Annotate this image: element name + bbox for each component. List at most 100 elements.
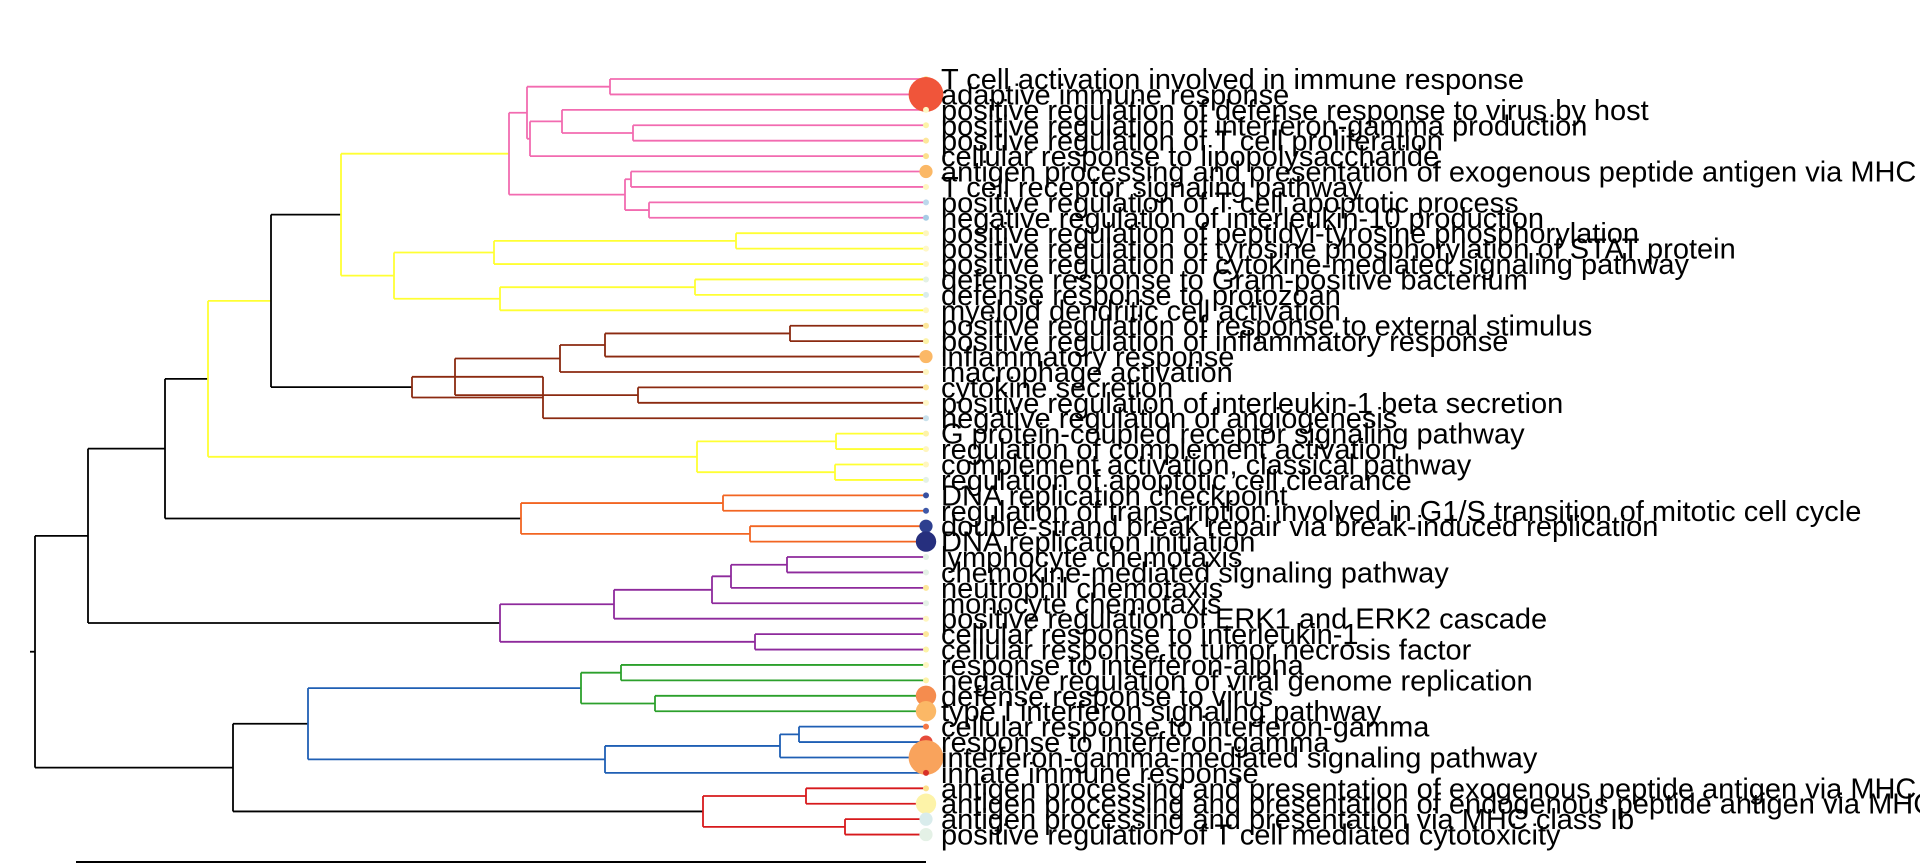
term-label: type I interferon signaling pathway bbox=[941, 696, 1382, 728]
dendrogram-branches bbox=[30, 78, 926, 836]
enrichment-dot bbox=[923, 322, 929, 329]
term-label: chemokine-mediated signaling pathway bbox=[941, 557, 1449, 589]
term-label: antigen processing and presentation of e… bbox=[941, 157, 1920, 189]
enrichment-dot bbox=[923, 476, 929, 483]
enrichment-dot bbox=[923, 106, 929, 113]
term-label: neutrophil chemotaxis bbox=[941, 573, 1223, 605]
enrichment-dots bbox=[908, 76, 944, 842]
term-label: double-strand break repair via break-ind… bbox=[941, 511, 1658, 543]
enrichment-dot bbox=[923, 214, 929, 221]
term-label: cellular response to lipopolysaccharide bbox=[941, 141, 1439, 173]
enrichment-dot bbox=[923, 677, 929, 684]
enrichment-dot bbox=[919, 812, 933, 826]
term-label: DNA replication initiation bbox=[941, 527, 1255, 559]
enrichment-dot bbox=[923, 230, 929, 237]
term-label: T cell receptor signaling pathway bbox=[941, 172, 1363, 204]
enrichment-dot bbox=[923, 307, 929, 314]
term-label: DNA replication checkpoint bbox=[941, 480, 1288, 512]
enrichment-dot bbox=[915, 701, 937, 722]
enrichment-dot bbox=[923, 199, 929, 206]
term-label: response to interferon-alpha bbox=[941, 650, 1305, 682]
term-label: cellular response to tumor necrosis fact… bbox=[941, 635, 1472, 667]
term-label: positive regulation of peptidyl-tyrosine… bbox=[941, 218, 1639, 250]
enrichment-dot bbox=[919, 827, 933, 842]
enrichment-dot bbox=[908, 77, 944, 112]
enrichment-dot bbox=[923, 368, 929, 375]
enrichment-dot bbox=[923, 276, 929, 283]
term-label: defense response to protozoan bbox=[941, 280, 1341, 312]
enrichment-dot bbox=[923, 122, 929, 129]
term-label: monocyte chemotaxis bbox=[941, 588, 1221, 620]
term-label: T cell activation involved in immune res… bbox=[941, 64, 1524, 96]
enrichment-dot bbox=[923, 769, 929, 776]
term-label: cytokine secretion bbox=[941, 372, 1173, 404]
term-label: adaptive immune response bbox=[941, 79, 1289, 111]
term-label: regulation of apoptotic cell clearance bbox=[941, 465, 1412, 497]
enrichment-dot bbox=[923, 245, 929, 252]
term-label: antigen processing and presentation of e… bbox=[941, 789, 1920, 821]
enrichment-dot bbox=[915, 685, 937, 706]
term-label: negative regulation of interleukin-10 pr… bbox=[941, 203, 1544, 235]
term-label: antigen processing and presentation of e… bbox=[941, 773, 1920, 805]
enrichment-dot bbox=[923, 646, 929, 653]
enrichment-dot bbox=[923, 507, 929, 514]
enrichment-dot bbox=[923, 584, 929, 591]
term-label: negative regulation of viral genome repl… bbox=[941, 665, 1533, 697]
term-label: macrophage activation bbox=[941, 357, 1233, 389]
enrichment-dot bbox=[919, 519, 933, 533]
enrichment-dot bbox=[923, 399, 929, 406]
enrichment-dot bbox=[908, 740, 944, 775]
enrichment-dot bbox=[923, 615, 929, 622]
term-label: positive regulation of defense response … bbox=[941, 95, 1649, 127]
term-label: positive regulation of interleukin-1 bet… bbox=[941, 388, 1563, 420]
enrichment-dot bbox=[919, 349, 933, 364]
enrichment-dot bbox=[923, 661, 929, 668]
enrichment-dot bbox=[923, 415, 929, 422]
enrichment-dot bbox=[923, 600, 929, 607]
enrichment-dot bbox=[923, 554, 929, 561]
term-label: positive regulation of T cell apoptotic … bbox=[941, 187, 1519, 219]
term-label: G protein-coupled receptor signaling pat… bbox=[941, 419, 1525, 451]
term-label: positive regulation of cytokine-mediated… bbox=[941, 249, 1689, 281]
term-label: regulation of complement activation bbox=[941, 434, 1397, 466]
term-label: defense response to Gram-positive bacter… bbox=[941, 264, 1528, 296]
term-label: inflammatory response bbox=[941, 342, 1234, 374]
term-label: negative regulation of angiogenesis bbox=[941, 403, 1397, 435]
enrichment-dot bbox=[923, 384, 929, 391]
term-label: defense response to virus bbox=[941, 681, 1273, 713]
term-label: interferon-gamma-mediated signaling path… bbox=[941, 742, 1538, 774]
term-label: cellular response to interferon-gamma bbox=[941, 712, 1430, 744]
enrichment-dot bbox=[923, 785, 929, 792]
term-label: positive regulation of T cell proliferat… bbox=[941, 126, 1443, 158]
enrichment-dot bbox=[923, 338, 929, 345]
enrichment-dot bbox=[915, 531, 937, 552]
enrichment-dot bbox=[923, 492, 929, 499]
term-label: cellular response to interleukin-1 bbox=[941, 619, 1359, 651]
enrichment-dot bbox=[923, 153, 929, 160]
term-label: antigen processing and presentation via … bbox=[941, 804, 1634, 836]
term-label: response to interferon-gamma bbox=[941, 727, 1330, 759]
term-label: positive regulation of T cell mediated c… bbox=[941, 820, 1561, 852]
enrichment-dot bbox=[923, 183, 929, 190]
term-label: lymphocyte chemotaxis bbox=[941, 542, 1242, 574]
term-label: positive regulation of tyrosine phosphor… bbox=[941, 234, 1736, 266]
enrichment-dot bbox=[923, 291, 929, 298]
term-label: positive regulation of ERK1 and ERK2 cas… bbox=[941, 604, 1547, 636]
term-label: positive regulation of inflammatory resp… bbox=[941, 326, 1508, 358]
term-label: positive regulation of response to exter… bbox=[941, 311, 1592, 343]
enrichment-dot bbox=[919, 164, 933, 179]
enrichment-dot bbox=[923, 461, 929, 468]
enrichment-dot bbox=[923, 446, 929, 453]
enrichment-dot bbox=[915, 793, 937, 814]
enrichment-dot bbox=[923, 569, 929, 576]
term-label: myeloid dendritic cell activation bbox=[941, 295, 1341, 327]
term-label: regulation of transcription involved in … bbox=[941, 496, 1861, 528]
enrichment-dot bbox=[923, 430, 929, 437]
term-label: complement activation, classical pathway bbox=[941, 450, 1472, 482]
enrichment-dot bbox=[923, 137, 929, 144]
term-label: innate immune response bbox=[941, 758, 1259, 790]
enrichment-dot bbox=[923, 631, 929, 638]
enrichment-dot bbox=[923, 723, 929, 730]
enrichment-dot bbox=[923, 261, 929, 268]
